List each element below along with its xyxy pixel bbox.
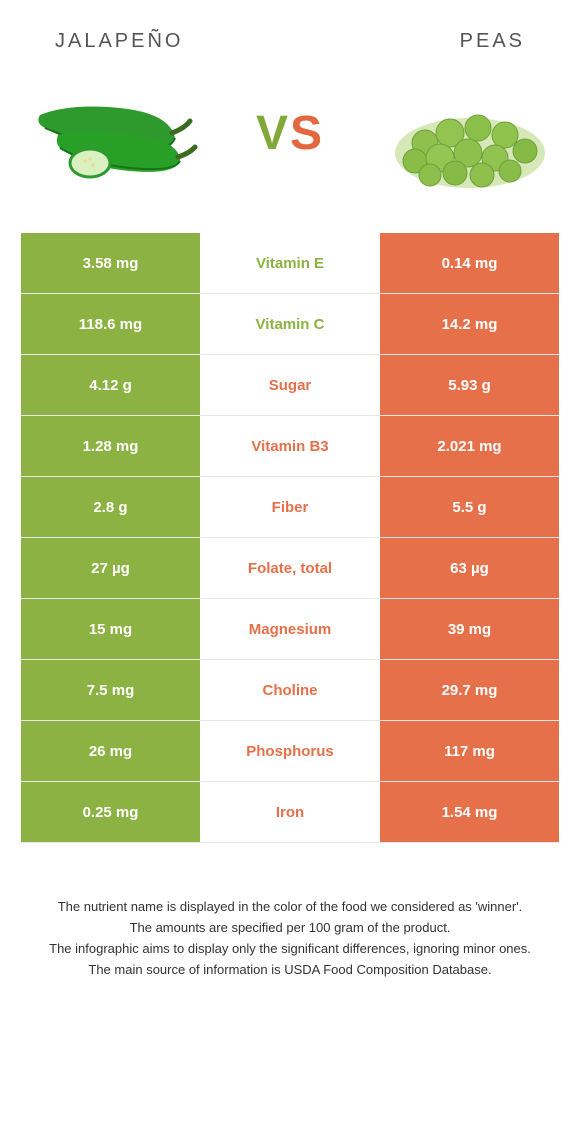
header-titles: JALAPEÑO PEAS: [0, 0, 580, 63]
footnote-line: The main source of information is USDA F…: [28, 961, 552, 980]
vs-s: S: [290, 107, 324, 160]
table-row: 0.25 mgIron1.54 mg: [21, 782, 559, 843]
value-left: 15 mg: [21, 599, 200, 660]
value-left: 118.6 mg: [21, 294, 200, 355]
nutrient-label: Vitamin E: [200, 233, 380, 294]
table-row: 27 µgFolate, total63 µg: [21, 538, 559, 599]
value-right: 5.5 g: [380, 477, 559, 538]
nutrient-label: Vitamin B3: [200, 416, 380, 477]
table-row: 26 mgPhosphorus117 mg: [21, 721, 559, 782]
food-left-title: JALAPEÑO: [55, 30, 183, 53]
peas-image: [380, 73, 550, 193]
footnotes: The nutrient name is displayed in the co…: [0, 843, 580, 979]
nutrient-label: Magnesium: [200, 599, 380, 660]
table-row: 4.12 gSugar5.93 g: [21, 355, 559, 416]
value-left: 7.5 mg: [21, 660, 200, 721]
nutrient-label: Choline: [200, 660, 380, 721]
table-row: 7.5 mgCholine29.7 mg: [21, 660, 559, 721]
value-right: 0.14 mg: [380, 233, 559, 294]
nutrient-table: 3.58 mgVitamin E0.14 mg118.6 mgVitamin C…: [21, 233, 559, 843]
value-right: 5.93 g: [380, 355, 559, 416]
vs-label: VS: [256, 106, 324, 161]
value-left: 26 mg: [21, 721, 200, 782]
table-row: 118.6 mgVitamin C14.2 mg: [21, 294, 559, 355]
table-row: 3.58 mgVitamin E0.14 mg: [21, 233, 559, 294]
table-row: 2.8 gFiber5.5 g: [21, 477, 559, 538]
nutrient-label: Folate, total: [200, 538, 380, 599]
value-right: 2.021 mg: [380, 416, 559, 477]
food-right-title: PEAS: [460, 30, 525, 53]
value-right: 117 mg: [380, 721, 559, 782]
hero-row: VS: [0, 63, 580, 233]
table-row: 1.28 mgVitamin B32.021 mg: [21, 416, 559, 477]
value-left: 2.8 g: [21, 477, 200, 538]
value-left: 0.25 mg: [21, 782, 200, 843]
jalapeno-image: [30, 73, 200, 193]
value-left: 27 µg: [21, 538, 200, 599]
value-right: 14.2 mg: [380, 294, 559, 355]
value-left: 1.28 mg: [21, 416, 200, 477]
nutrient-label: Sugar: [200, 355, 380, 416]
nutrient-label: Iron: [200, 782, 380, 843]
value-right: 29.7 mg: [380, 660, 559, 721]
nutrient-label: Fiber: [200, 477, 380, 538]
footnote-line: The nutrient name is displayed in the co…: [28, 898, 552, 917]
vs-v: V: [256, 107, 290, 160]
footnote-line: The amounts are specified per 100 gram o…: [28, 919, 552, 938]
value-right: 1.54 mg: [380, 782, 559, 843]
value-left: 3.58 mg: [21, 233, 200, 294]
table-row: 15 mgMagnesium39 mg: [21, 599, 559, 660]
value-right: 63 µg: [380, 538, 559, 599]
footnote-line: The infographic aims to display only the…: [28, 940, 552, 959]
nutrient-label: Vitamin C: [200, 294, 380, 355]
nutrient-label: Phosphorus: [200, 721, 380, 782]
value-right: 39 mg: [380, 599, 559, 660]
value-left: 4.12 g: [21, 355, 200, 416]
